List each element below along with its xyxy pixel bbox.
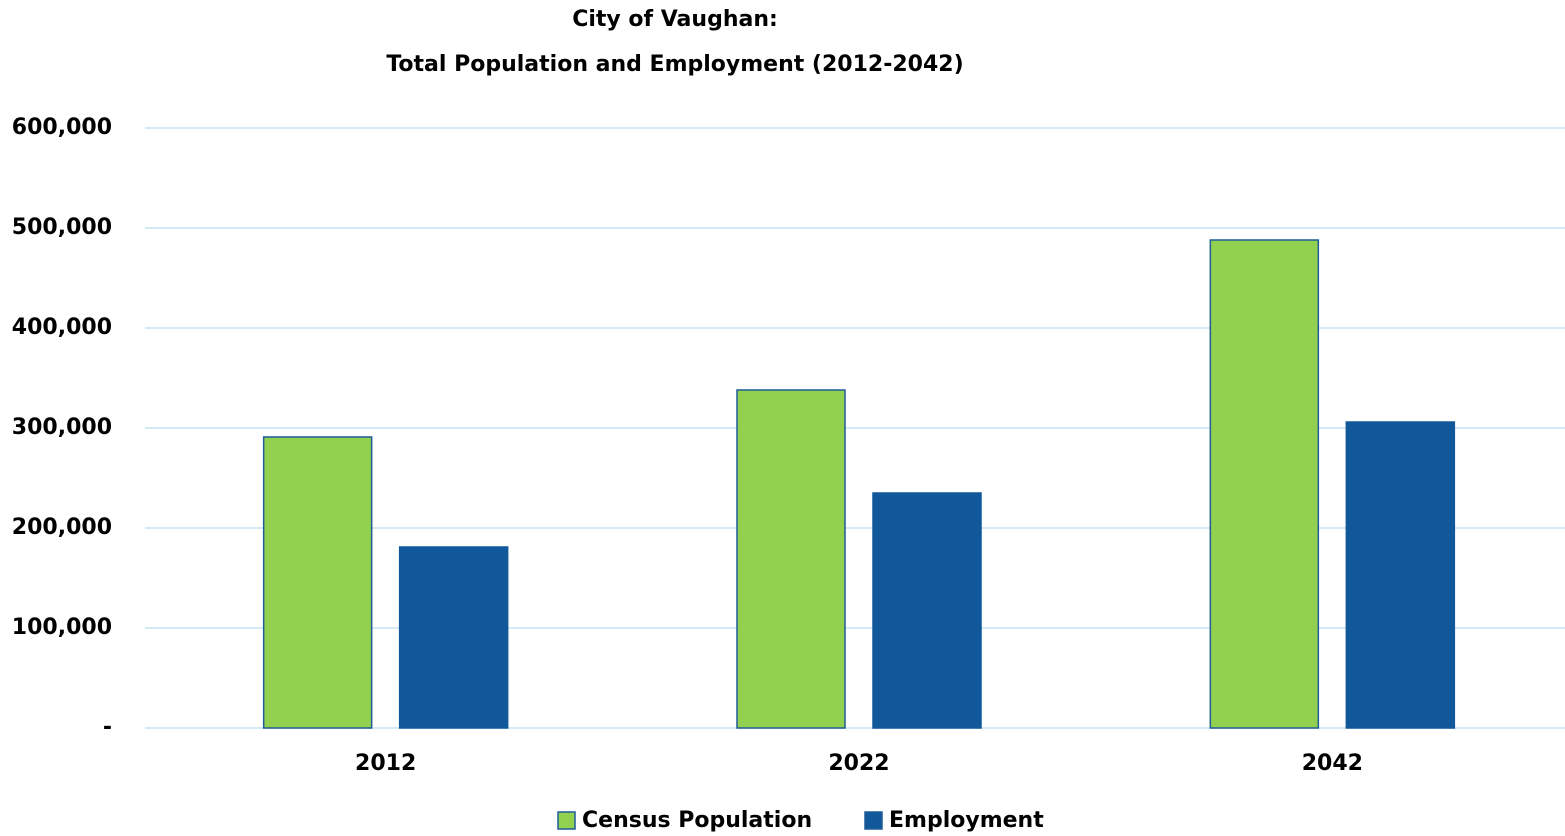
legend-label: Employment	[889, 808, 1044, 833]
y-tick-label: 200,000	[12, 515, 112, 540]
bar	[262, 436, 373, 729]
legend-swatch	[864, 811, 883, 830]
bar	[398, 546, 509, 729]
x-tick-label: 2022	[828, 751, 889, 776]
y-tick-label: -	[103, 715, 112, 740]
y-tick-label: 300,000	[12, 415, 112, 440]
legend-swatch	[557, 811, 576, 830]
chart-title: City of Vaughan:	[572, 7, 778, 32]
y-tick-label: 100,000	[12, 615, 112, 640]
bar	[1209, 239, 1320, 729]
x-tick-label: 2012	[355, 751, 416, 776]
y-tick-label: 400,000	[12, 315, 112, 340]
chart-title: Total Population and Employment (2012-20…	[386, 52, 963, 77]
bar	[872, 492, 982, 729]
bar	[736, 389, 846, 729]
bar	[1345, 421, 1456, 729]
legend-label: Census Population	[582, 808, 812, 833]
y-tick-label: 500,000	[12, 215, 112, 240]
y-tick-label: 600,000	[12, 115, 112, 140]
x-tick-label: 2042	[1302, 751, 1363, 776]
